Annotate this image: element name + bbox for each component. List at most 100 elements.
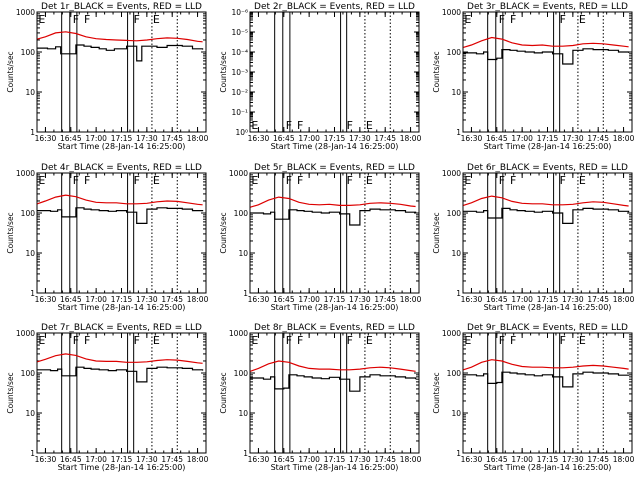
y-tick-label: 1000 xyxy=(229,329,248,338)
y-tick-label: 100 xyxy=(21,369,36,378)
x-tick-label: 16:45 xyxy=(273,295,295,304)
x-tick-label: 17:15 xyxy=(537,134,559,143)
x-tick-label: 17:00 xyxy=(85,455,107,464)
series-lld xyxy=(463,195,629,207)
panel-title: Det 8r_BLACK = Events, RED = LLD xyxy=(254,323,415,333)
flag-label: F xyxy=(286,119,292,132)
series-events xyxy=(463,48,630,65)
y-axis-label: Counts/sec xyxy=(6,372,15,413)
x-tick-label: 16:30 xyxy=(248,455,270,464)
flag-label: F xyxy=(73,13,79,26)
plot-frame xyxy=(462,172,633,294)
flag-label: E xyxy=(251,334,258,347)
x-tick-label: 17:30 xyxy=(136,295,158,304)
x-tick-label: 17:45 xyxy=(587,295,609,304)
x-tick-label: 16:30 xyxy=(248,295,270,304)
flag-label: F xyxy=(134,174,140,187)
flag-label: E xyxy=(579,13,586,26)
y-tick-label: 1 xyxy=(456,128,461,137)
y-tick-label: 1000 xyxy=(16,8,35,17)
x-axis-label: Start Time (28-Jan-14 16:25:00) xyxy=(58,463,186,472)
x-tick-label: 17:45 xyxy=(374,455,396,464)
x-tick-label: 17:45 xyxy=(374,295,396,304)
x-tick-label: 16:30 xyxy=(35,134,57,143)
y-axis-label: Counts/sec xyxy=(6,212,15,253)
series-events xyxy=(37,366,204,383)
flag-label: F xyxy=(84,334,90,347)
x-axis-label: Start Time (28-Jan-14 16:25:00) xyxy=(271,142,399,151)
panel-title: Det 4r_BLACK = Events, RED = LLD xyxy=(41,163,202,173)
flag-label: F xyxy=(560,334,566,347)
y-axis-label: Counts/sec xyxy=(219,212,228,253)
series-lld xyxy=(37,31,203,43)
flag-label: E xyxy=(153,13,160,26)
plot-frame xyxy=(462,332,633,454)
x-tick-label: 16:45 xyxy=(60,134,82,143)
x-tick-label: 18:00 xyxy=(187,134,209,143)
y-tick-label: 100 xyxy=(447,48,462,57)
y-tick-label: 100 xyxy=(21,48,36,57)
panel-5: Det 5r_BLACK = Events, RED = LLD 1 10 100 10… xyxy=(219,163,422,312)
flag-label: F xyxy=(499,174,505,187)
series-lld xyxy=(463,36,629,48)
x-tick-label: 17:00 xyxy=(511,455,533,464)
flag-label: F xyxy=(560,174,566,187)
flag-label: F xyxy=(134,334,140,347)
flag-label: F xyxy=(73,174,79,187)
y-tick-label: 10 xyxy=(25,409,35,418)
x-tick-label: 17:15 xyxy=(111,295,133,304)
plot-frame xyxy=(36,172,207,294)
x-tick-label: 18:00 xyxy=(400,295,422,304)
x-tick-label: 16:45 xyxy=(486,295,508,304)
panel-6: Det 6r_BLACK = Events, RED = LLD 1 10 100 10… xyxy=(432,163,635,312)
x-tick-label: 16:45 xyxy=(60,295,82,304)
series-events xyxy=(463,371,630,388)
y-tick-label: 100 xyxy=(447,369,462,378)
x-tick-label: 17:30 xyxy=(562,295,584,304)
x-tick-label: 17:00 xyxy=(298,295,320,304)
y-tick-label: 1000 xyxy=(16,169,35,178)
flag-label: F xyxy=(347,174,353,187)
x-tick-label: 16:30 xyxy=(461,455,483,464)
x-tick-label: 17:30 xyxy=(349,295,371,304)
x-tick-label: 18:00 xyxy=(613,295,635,304)
flag-label: E xyxy=(464,174,471,187)
x-tick-label: 16:45 xyxy=(486,134,508,143)
flag-label: F xyxy=(84,174,90,187)
flag-label: F xyxy=(286,334,292,347)
x-tick-label: 18:00 xyxy=(613,455,635,464)
y-axis-label: Counts/sec xyxy=(6,51,15,92)
x-tick-label: 17:15 xyxy=(537,295,559,304)
x-tick-label: 17:45 xyxy=(161,134,183,143)
y-tick-label: 1 xyxy=(30,449,35,458)
flag-label: F xyxy=(134,13,140,26)
y-tick-label: 10 xyxy=(25,88,35,97)
plot-frame xyxy=(249,11,420,133)
y-tick-label: 10 xyxy=(451,409,461,418)
x-tick-label: 18:00 xyxy=(400,455,422,464)
y-tick-label: 100 xyxy=(21,209,36,218)
x-tick-label: 16:45 xyxy=(273,455,295,464)
y-tick-label: 1000 xyxy=(442,169,461,178)
plot-frame xyxy=(249,332,420,454)
flag-label: E xyxy=(579,174,586,187)
x-tick-label: 17:45 xyxy=(587,134,609,143)
plot-frame xyxy=(249,172,420,294)
series-events xyxy=(250,374,417,392)
x-tick-label: 17:00 xyxy=(85,295,107,304)
flag-label: E xyxy=(153,334,160,347)
flag-label: F xyxy=(297,119,303,132)
panel-8: Det 8r_BLACK = Events, RED = LLD 1 10 100 10… xyxy=(219,323,422,472)
y-tick-label: 1 xyxy=(456,449,461,458)
x-tick-label: 17:15 xyxy=(111,455,133,464)
flag-label: F xyxy=(347,119,353,132)
x-tick-label: 17:30 xyxy=(562,134,584,143)
panel-7: Det 7r_BLACK = Events, RED = LLD 1 10 100 10… xyxy=(6,323,209,472)
y-tick-label: 1000 xyxy=(229,169,248,178)
y-tick-label: 100 xyxy=(234,369,249,378)
x-tick-label: 17:00 xyxy=(511,295,533,304)
y-tick-label: 10 xyxy=(238,249,248,258)
panel-9: Det 9r_BLACK = Events, RED = LLD 1 10 100 10… xyxy=(432,323,635,472)
x-tick-label: 18:00 xyxy=(187,295,209,304)
y-tick-label: 10⁻² xyxy=(231,88,248,97)
